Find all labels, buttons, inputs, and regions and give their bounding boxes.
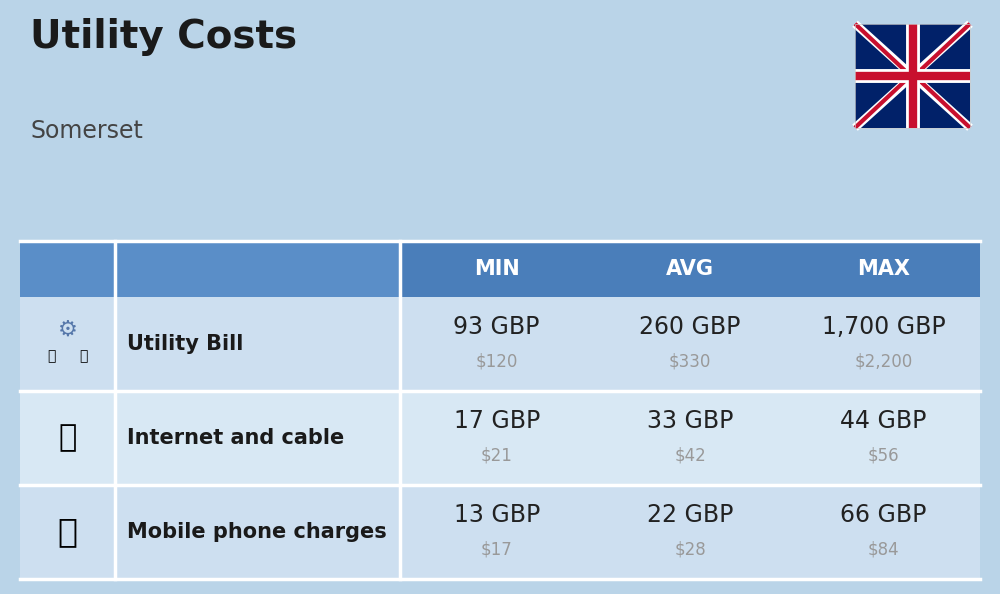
FancyBboxPatch shape [20,297,980,391]
Text: $21: $21 [481,447,513,465]
Text: 44 GBP: 44 GBP [840,409,927,434]
Text: $2,200: $2,200 [854,353,912,371]
FancyBboxPatch shape [20,391,980,485]
FancyBboxPatch shape [400,241,980,297]
FancyBboxPatch shape [855,24,970,128]
Text: 🌐: 🌐 [58,424,77,453]
Text: 260 GBP: 260 GBP [639,315,741,339]
Text: Utility Bill: Utility Bill [127,334,243,354]
Text: $56: $56 [868,447,899,465]
Text: Internet and cable: Internet and cable [127,428,344,448]
Text: 22 GBP: 22 GBP [647,504,733,527]
FancyBboxPatch shape [20,485,115,579]
Text: $42: $42 [674,447,706,465]
Text: 🔌: 🔌 [47,349,56,363]
FancyBboxPatch shape [20,485,980,579]
Text: 13 GBP: 13 GBP [454,504,540,527]
Text: 93 GBP: 93 GBP [453,315,540,339]
Text: Somerset: Somerset [30,119,143,143]
Text: Mobile phone charges: Mobile phone charges [127,522,387,542]
Text: 66 GBP: 66 GBP [840,504,927,527]
Text: $330: $330 [669,353,711,371]
FancyBboxPatch shape [20,241,400,297]
Text: MAX: MAX [857,259,910,279]
Text: $120: $120 [475,353,518,371]
Text: $28: $28 [674,541,706,559]
Text: 📦: 📦 [79,349,88,363]
Text: 📱: 📱 [58,516,78,549]
Text: ⚙: ⚙ [58,319,78,339]
Text: Utility Costs: Utility Costs [30,18,297,56]
Text: MIN: MIN [474,259,520,279]
Text: 33 GBP: 33 GBP [647,409,733,434]
FancyBboxPatch shape [20,391,115,485]
Text: $17: $17 [481,541,513,559]
Text: $84: $84 [868,541,899,559]
Text: AVG: AVG [666,259,714,279]
Text: 17 GBP: 17 GBP [454,409,540,434]
Text: 1,700 GBP: 1,700 GBP [822,315,945,339]
FancyBboxPatch shape [20,297,115,391]
